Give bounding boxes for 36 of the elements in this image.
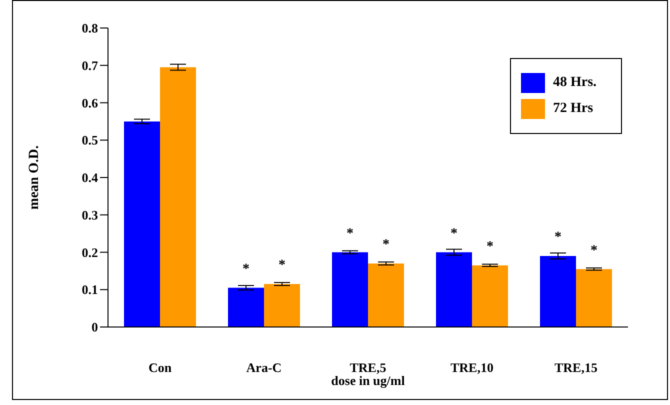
bar xyxy=(540,256,576,327)
bar xyxy=(368,263,404,327)
bar xyxy=(228,288,264,327)
legend-label: 48 Hrs. xyxy=(553,75,597,91)
bar xyxy=(472,265,508,327)
bar xyxy=(160,67,196,327)
y-tick-label: 0.4 xyxy=(82,170,98,186)
x-tick-label: Con xyxy=(148,360,172,376)
annotation: * xyxy=(346,226,354,242)
bar xyxy=(124,121,160,327)
y-tick-label: 0.2 xyxy=(82,244,98,260)
bar xyxy=(576,269,612,327)
y-tick-label: 0.5 xyxy=(82,132,98,148)
bar xyxy=(332,252,368,327)
bar xyxy=(264,284,300,327)
y-tick-label: 0.1 xyxy=(82,282,98,298)
annotation: * xyxy=(554,230,562,246)
y-tick-label: 0.8 xyxy=(82,20,98,36)
y-tick-label: 0.6 xyxy=(82,95,98,110)
y-tick-label: 0 xyxy=(92,320,98,335)
y-tick-label: 0.7 xyxy=(82,58,98,73)
y-tick-label: 0.3 xyxy=(82,207,98,222)
annotation: * xyxy=(382,238,390,253)
annotation: * xyxy=(450,226,458,242)
annotation: * xyxy=(590,243,598,258)
y-axis-title: mean O.D. xyxy=(26,145,42,210)
bar xyxy=(436,252,472,327)
annotation: * xyxy=(242,262,250,277)
x-tick-label: TRE,5 xyxy=(350,360,387,376)
legend-label: 72 Hrs xyxy=(553,101,594,117)
annotation: * xyxy=(278,258,286,274)
x-tick-label: Ara-C xyxy=(246,360,282,376)
x-axis-title: dose in ug/ml xyxy=(331,373,406,388)
annotation: * xyxy=(486,240,494,255)
x-tick-label: TRE,10 xyxy=(450,360,494,376)
x-tick-label: TRE,15 xyxy=(554,360,598,376)
